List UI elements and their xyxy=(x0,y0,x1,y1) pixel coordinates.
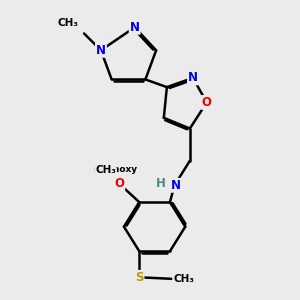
Text: N: N xyxy=(130,21,140,34)
Text: N: N xyxy=(171,179,181,192)
Text: S: S xyxy=(135,271,143,284)
Text: CH₃: CH₃ xyxy=(58,18,79,28)
Text: methoxy: methoxy xyxy=(94,165,138,174)
Text: CH₃: CH₃ xyxy=(95,165,116,175)
Text: N: N xyxy=(96,44,106,57)
Text: O: O xyxy=(202,96,212,109)
Text: N: N xyxy=(188,71,198,84)
Text: H: H xyxy=(156,177,166,190)
Text: CH₃: CH₃ xyxy=(173,274,194,284)
Text: O: O xyxy=(114,177,124,190)
